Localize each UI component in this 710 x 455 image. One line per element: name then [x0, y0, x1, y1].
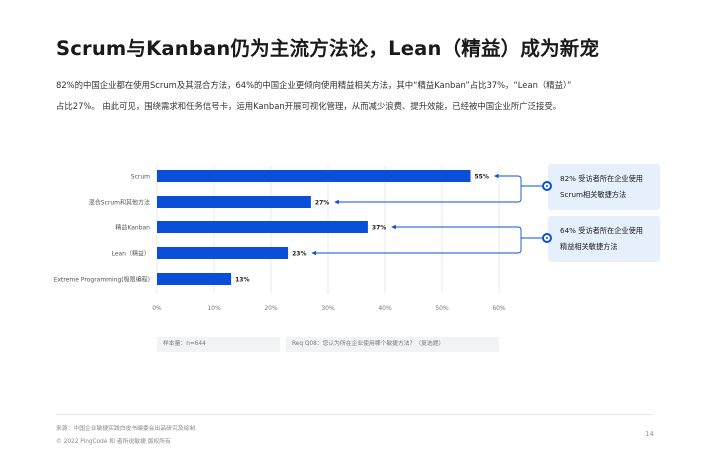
bar	[157, 170, 471, 182]
bar	[157, 196, 311, 208]
callout-dot-icon	[542, 233, 552, 243]
bar	[157, 221, 368, 233]
category-label: 精益Kanban	[115, 224, 150, 232]
callout-dot-icon	[542, 181, 552, 191]
category-label: 混合Scrum和其他方法	[89, 199, 150, 207]
bar	[157, 247, 289, 259]
scrum-callout: 82% 受访者所在企业使用 Scrum相关敏捷方法	[542, 164, 660, 210]
page-title: Scrum与Kanban仍为主流方法论，Lean（精益）成为新宠	[56, 37, 600, 60]
copyright-text: © 2022 PingCode 和 者所说敏捷 版权所有	[56, 439, 171, 445]
value-label: 27%	[315, 200, 329, 207]
bar-chart: 0% 10% 20% 30% 40% 50% 60% Scrum 55% 混合Scrum和其他方法…	[54, 166, 542, 312]
source-text: 来源：中国企业敏捷实践白皮书编委会出品研究及绘制	[56, 426, 196, 432]
category-label: Extreme Programming(极限编程)	[54, 276, 150, 284]
x-tick-label: 30%	[321, 305, 335, 312]
description-line-1: 82%的中国企业都在使用Scrum及其混合方法，64%的中国企业更倾向使用精益相…	[56, 80, 572, 90]
sample-size-note: 样本量：n=644	[157, 337, 280, 352]
lean-callout: 64% 受访者所在企业使用 精益相关敏捷方法	[542, 216, 660, 262]
category-label: Scrum	[131, 174, 150, 181]
scrum-callout-line-2: Scrum相关敏捷方法	[560, 190, 627, 199]
page-number: 14	[645, 430, 654, 438]
scrum-callout-line-1: 82% 受访者所在企业使用	[560, 174, 643, 183]
category-label: Lean（精益）	[112, 250, 150, 258]
value-label: 23%	[292, 251, 306, 258]
bar	[157, 273, 232, 285]
description-line-2: 占比27%。 由此可见，围绕需求和任务信号卡，运用Kanban开展可视化管理，从…	[56, 101, 562, 111]
x-tick-label: 0%	[152, 305, 162, 312]
lean-callout-line-1: 64% 受访者所在企业使用	[560, 226, 643, 235]
x-tick-label: 20%	[264, 305, 278, 312]
description: 82%的中国企业都在使用Scrum及其混合方法，64%的中国企业更倾向使用精益相…	[56, 75, 666, 117]
value-label: 55%	[475, 174, 489, 181]
connector-bracket	[517, 226, 522, 254]
lean-callout-line-2: 精益相关敏捷方法	[560, 242, 618, 251]
question-note: Req Q08：您认为所在企业使用哪个敏捷方法？（复选题）	[286, 337, 499, 352]
footer-divider	[56, 414, 654, 415]
value-label: 37%	[372, 225, 386, 232]
x-tick-label: 60%	[492, 305, 506, 312]
x-tick-label: 10%	[207, 305, 221, 312]
connector-bracket	[517, 175, 522, 203]
x-tick-label: 40%	[378, 305, 392, 312]
x-tick-label: 50%	[435, 305, 449, 312]
value-label: 13%	[235, 277, 249, 284]
